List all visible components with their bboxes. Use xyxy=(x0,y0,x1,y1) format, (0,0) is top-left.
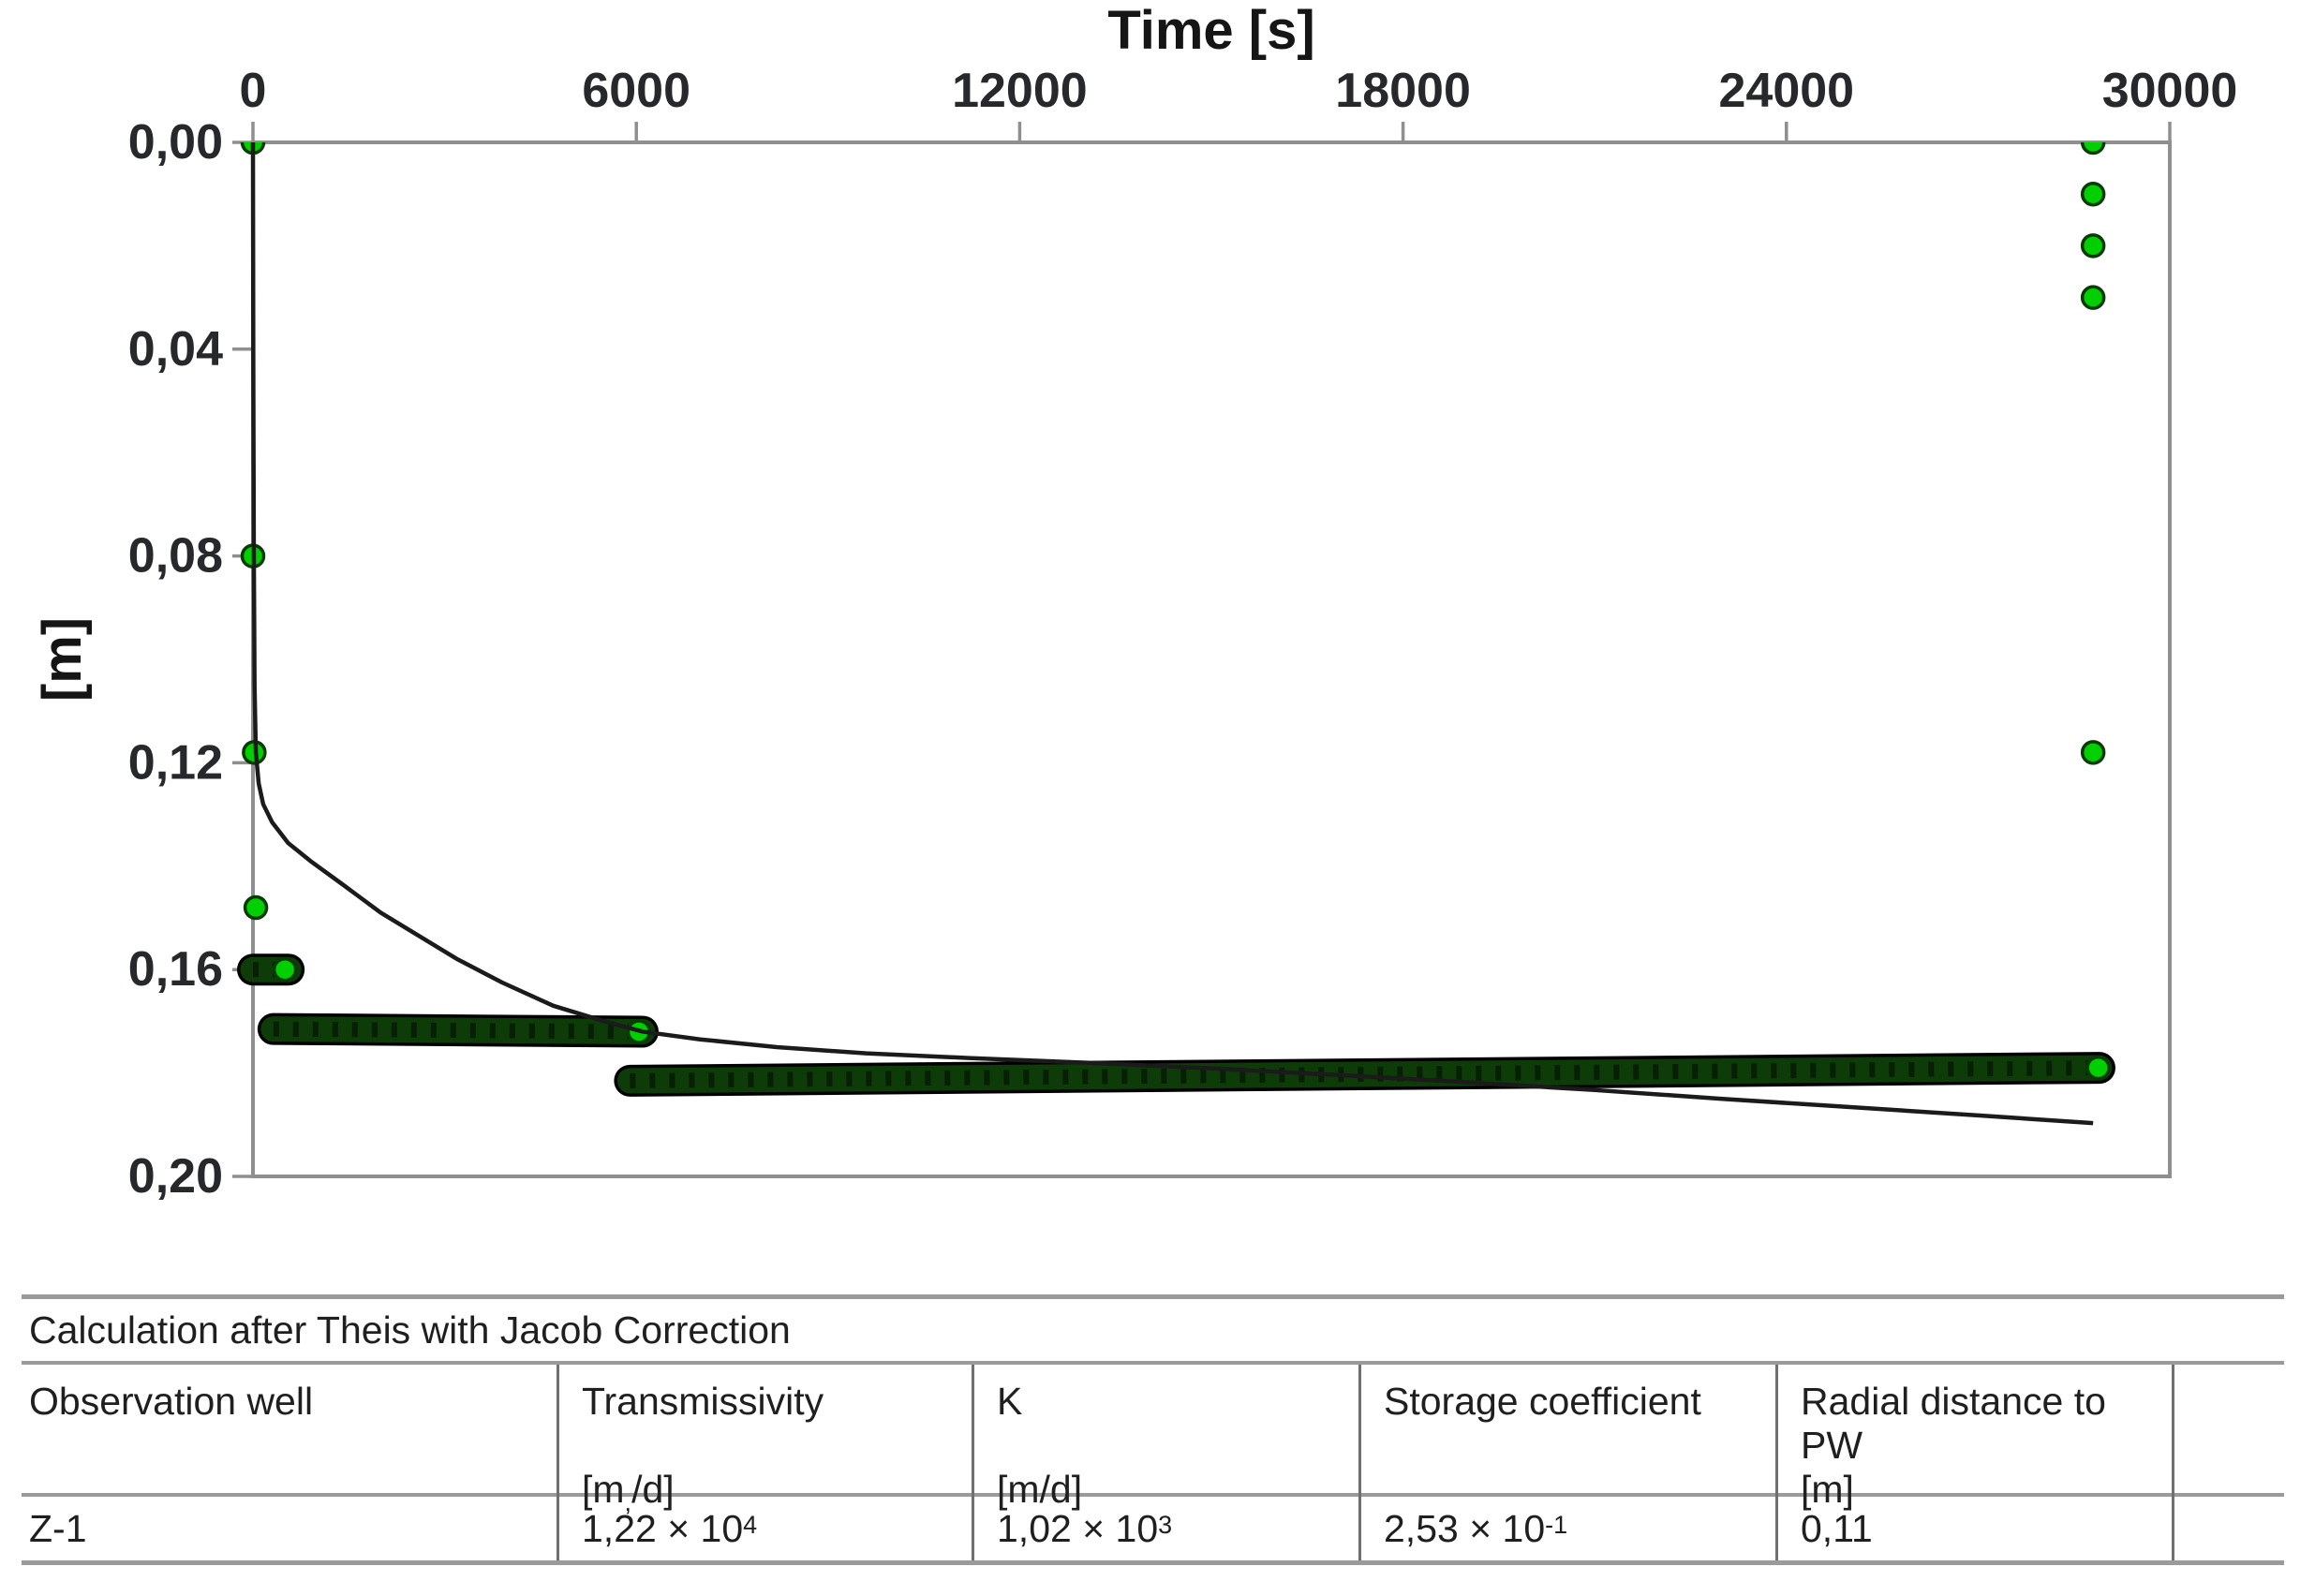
header-cell-k: K [m/d] xyxy=(972,1365,1358,1531)
column-label: K xyxy=(997,1380,1023,1423)
cell-observation-well: Z-1 xyxy=(29,1506,87,1550)
y-tick-label: 0,20 xyxy=(128,1149,223,1204)
data-point xyxy=(243,894,269,921)
results-table: Calculation after Theis with Jacob Corre… xyxy=(22,1294,2284,1565)
plot-border xyxy=(251,140,2172,1178)
cell-transmissivity: 1,22 × 10 4 xyxy=(556,1497,972,1560)
y-axis-title: [m] xyxy=(32,617,93,702)
y-tick-label: 0,08 xyxy=(128,529,223,584)
header-cell-storage-coefficient: Storage coefficient xyxy=(1358,1365,1775,1531)
column-unit: [m,/d] xyxy=(582,1468,675,1517)
data-point xyxy=(2080,740,2106,765)
data-run-texture xyxy=(273,1021,644,1040)
column-unit: [m/d] xyxy=(997,1468,1083,1511)
cell-radial-distance: 0,11 xyxy=(1775,1497,2172,1560)
x-axis-title: Time [s] xyxy=(1107,0,1314,61)
table-title: Calculation after Theis with Jacob Corre… xyxy=(22,1299,2284,1365)
y-tick-label: 0,12 xyxy=(128,735,223,790)
column-unit: [m] xyxy=(1801,1468,1854,1511)
cell-storage-coefficient: 2,53 × 10 -1 xyxy=(1358,1497,1775,1560)
column-label: Storage coefficient xyxy=(1384,1380,1701,1423)
cell-k: 1,02 × 10 3 xyxy=(972,1497,1358,1560)
data-run-texture xyxy=(630,1060,2100,1088)
x-tick-label: 6000 xyxy=(582,64,690,118)
data-point xyxy=(2080,181,2106,207)
header-cell-empty xyxy=(2172,1365,2284,1531)
x-tick-label: 0 xyxy=(240,64,267,118)
data-point xyxy=(2085,1055,2111,1081)
y-tick-label: 0,16 xyxy=(128,942,223,997)
column-label: Radial distance to PW xyxy=(1801,1380,2106,1467)
data-run xyxy=(260,1016,656,1044)
theis-curve xyxy=(250,142,2094,1126)
header-cell-transmissivity: Transmissivity [m,/d] xyxy=(556,1365,972,1531)
table-header-row: Observation well Transmissivity [m,/d] K… xyxy=(22,1365,2284,1531)
x-tick-label: 12000 xyxy=(952,64,1088,118)
plot-data-layer xyxy=(237,142,2115,1126)
data-point xyxy=(2080,142,2106,155)
cell-empty xyxy=(2172,1497,2284,1560)
x-tick-label: 24000 xyxy=(1718,64,1854,118)
column-label: Observation well xyxy=(29,1380,314,1423)
header-cell-observation-well: Observation well xyxy=(22,1365,556,1530)
x-tick-label: 30000 xyxy=(2102,64,2238,118)
y-tick-label: 0,00 xyxy=(128,115,223,170)
data-point xyxy=(2080,233,2106,259)
header-cell-radial-distance: Radial distance to PW [m] xyxy=(1775,1365,2172,1531)
table-data-row: Z-1 1,22 × 10 4 1,02 × 10 3 2,53 × 10 -1 0,… xyxy=(22,1497,2284,1565)
y-tick-label: 0,04 xyxy=(128,322,223,377)
column-label: Transmissivity xyxy=(582,1380,824,1423)
drawdown-chart: 0 6000 12000 18000 24000 30000 Time [s] 0,00 0,0… xyxy=(32,0,2238,1204)
data-point xyxy=(272,956,298,983)
data-point xyxy=(2080,285,2106,310)
x-tick-label: 18000 xyxy=(1335,64,1471,118)
